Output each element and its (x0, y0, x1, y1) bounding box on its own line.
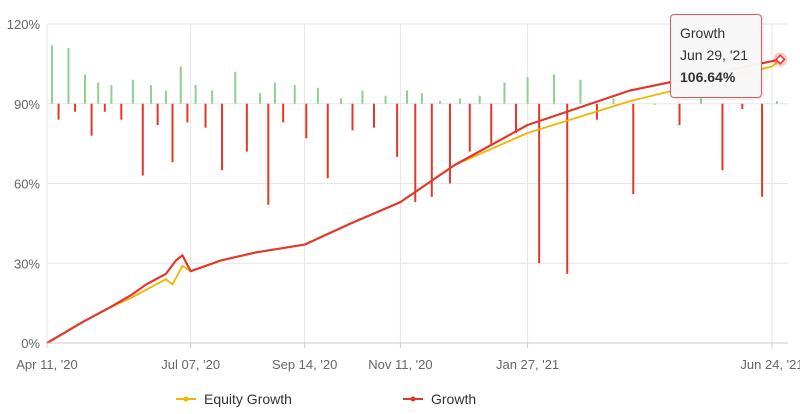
bar-negative (305, 103, 308, 139)
bar-negative (57, 103, 60, 120)
bar-positive (384, 95, 387, 104)
legend-equity-label: Equity Growth (204, 391, 292, 407)
x-tick-label: Jul 07, '20 (161, 357, 220, 372)
bar-positive (234, 71, 237, 104)
bar-negative (678, 103, 681, 126)
bar-positive (259, 93, 262, 104)
bar-negative (396, 103, 399, 157)
bar-negative (326, 103, 329, 179)
axes: 0% 30% 60% 90% 120% Apr 11, '20 Jul 07, '20 Sep… (7, 17, 800, 372)
bar-negative (761, 103, 764, 197)
x-tick-label: Apr 11, '20 (16, 357, 78, 372)
legend-growth-marker (410, 396, 416, 402)
bar-negative (103, 103, 106, 112)
bar-positive (361, 90, 364, 104)
x-tick-label: Jan 27, '21 (496, 357, 559, 372)
hover-point (774, 54, 786, 65)
bar-negative (141, 103, 144, 176)
bar-negative (156, 103, 159, 126)
bar-negative (74, 103, 77, 112)
bar-positive (273, 82, 276, 104)
trade-bars (50, 45, 778, 274)
bar-positive (150, 85, 153, 104)
bar-positive (458, 98, 461, 104)
y-tick-label: 90% (14, 97, 40, 112)
bar-positive (478, 95, 481, 104)
bar-positive (339, 98, 342, 104)
bar-negative (351, 103, 354, 131)
legend[interactable]: Equity Growth Growth (176, 391, 476, 407)
bar-positive (110, 85, 113, 104)
bar-positive (775, 101, 778, 104)
bar-positive (50, 45, 53, 104)
bar-positive (406, 90, 409, 104)
series-lines (46, 58, 781, 344)
x-tick-label: Nov 11, '20 (368, 357, 432, 372)
bar-positive (553, 74, 556, 104)
bar-negative (221, 103, 224, 171)
bar-positive (83, 74, 86, 104)
bar-negative (430, 103, 433, 197)
bar-negative (414, 103, 417, 203)
bar-positive (131, 79, 134, 104)
bar-positive (579, 79, 582, 104)
y-tick-label: 120% (7, 17, 41, 32)
y-tick-label: 30% (14, 256, 40, 271)
tooltip-value: 106.64% (680, 69, 736, 85)
series-equity-growth (46, 58, 781, 344)
bar-positive (194, 85, 197, 104)
bar-positive (653, 103, 656, 105)
tooltip-series-name: Growth (680, 25, 726, 41)
x-tick-label: Jun 24, '21 (740, 357, 800, 372)
bar-positive (316, 87, 319, 104)
bar-positive (97, 82, 100, 104)
bar-negative (448, 103, 451, 184)
tooltip-date: Jun 29, '21 (680, 47, 749, 63)
bar-negative (282, 103, 285, 123)
bar-negative (538, 103, 541, 264)
series-growth (46, 58, 781, 344)
bar-negative (372, 103, 375, 128)
bar-negative (120, 103, 123, 120)
bar-negative (171, 103, 174, 163)
legend-item-growth[interactable]: Growth (403, 391, 476, 407)
bar-negative (515, 103, 518, 133)
legend-equity-marker (183, 396, 189, 402)
bar-negative (741, 103, 744, 110)
bar-negative (186, 103, 189, 123)
bar-negative (566, 103, 569, 274)
bar-negative (204, 103, 207, 128)
bar-negative (721, 103, 724, 171)
legend-item-equity-growth[interactable]: Equity Growth (176, 391, 292, 407)
bar-positive (293, 85, 296, 104)
bar-negative (468, 103, 471, 152)
bar-negative (632, 103, 635, 195)
bar-positive (179, 66, 182, 104)
hover-marker (773, 52, 788, 67)
legend-growth-label: Growth (431, 391, 476, 407)
bar-negative (267, 103, 270, 205)
bar-positive (67, 47, 70, 104)
bar-negative (490, 103, 493, 144)
bar-positive (420, 93, 423, 104)
bar-positive (164, 90, 167, 104)
bar-positive (699, 98, 702, 104)
y-tick-label: 60% (14, 177, 40, 192)
bar-positive (439, 101, 442, 104)
bar-positive (211, 90, 214, 104)
grid (46, 23, 788, 344)
bar-positive (503, 82, 506, 104)
bar-negative (245, 103, 248, 152)
y-tick-label: 0% (21, 336, 40, 351)
bar-positive (612, 98, 615, 104)
bar-negative (90, 103, 93, 136)
bar-positive (526, 77, 529, 104)
chart-tooltip: Growth Jun 29, '21 106.64% (670, 14, 762, 98)
x-tick-label: Sep 14, '20 (272, 357, 337, 372)
